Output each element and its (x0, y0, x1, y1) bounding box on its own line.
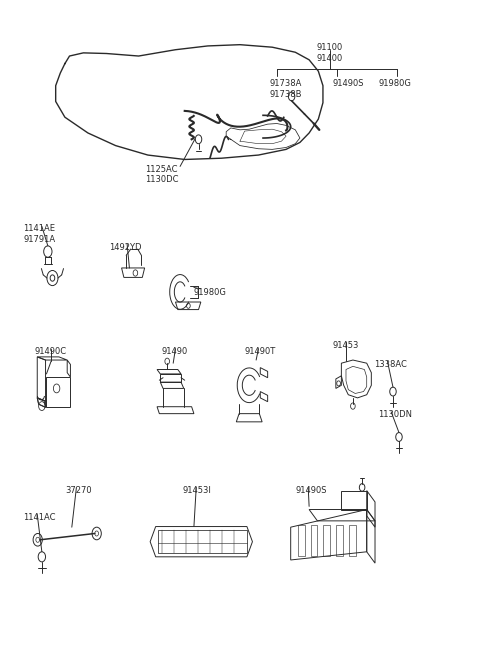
Bar (311, 526, 317, 556)
Text: 91100
91400: 91100 91400 (317, 43, 343, 63)
Text: 91490C: 91490C (35, 348, 67, 356)
Text: 1492YD: 1492YD (108, 243, 141, 252)
Text: 91490S: 91490S (295, 486, 327, 495)
Text: 1338AC: 1338AC (373, 360, 407, 369)
Text: 91980G: 91980G (194, 288, 227, 296)
Text: 91453: 91453 (332, 341, 359, 350)
Text: 91490: 91490 (162, 348, 188, 356)
Bar (324, 526, 330, 556)
Bar (349, 526, 356, 556)
Bar (298, 526, 304, 556)
Text: 91980G: 91980G (378, 79, 411, 88)
Text: 91738A
91738B: 91738A 91738B (270, 79, 302, 99)
Text: 1141AC: 1141AC (24, 512, 56, 522)
Text: 91490T: 91490T (245, 348, 276, 356)
Bar (336, 526, 343, 556)
Bar (158, 530, 247, 553)
Text: 1125AC
1130DC: 1125AC 1130DC (145, 164, 179, 184)
Text: 1141AE
91791A: 1141AE 91791A (24, 225, 56, 244)
Text: 91453I: 91453I (182, 486, 211, 495)
Text: 91490S: 91490S (332, 79, 364, 88)
Text: 37270: 37270 (65, 486, 92, 495)
Text: 1130DN: 1130DN (378, 411, 412, 419)
